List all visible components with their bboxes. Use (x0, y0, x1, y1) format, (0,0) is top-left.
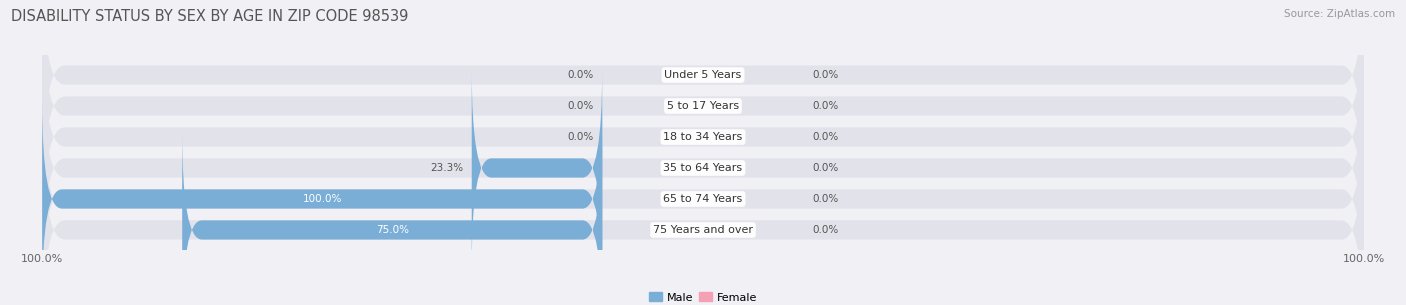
Text: 0.0%: 0.0% (568, 101, 593, 111)
Text: 23.3%: 23.3% (430, 163, 464, 173)
Text: 0.0%: 0.0% (813, 132, 838, 142)
Text: 5 to 17 Years: 5 to 17 Years (666, 101, 740, 111)
Text: 18 to 34 Years: 18 to 34 Years (664, 132, 742, 142)
Text: 0.0%: 0.0% (813, 101, 838, 111)
Text: 0.0%: 0.0% (813, 225, 838, 235)
FancyBboxPatch shape (42, 0, 1364, 189)
Text: 0.0%: 0.0% (813, 70, 838, 80)
Text: 0.0%: 0.0% (813, 194, 838, 204)
Text: 100.0%: 100.0% (302, 194, 342, 204)
FancyBboxPatch shape (42, 0, 1364, 220)
Text: DISABILITY STATUS BY SEX BY AGE IN ZIP CODE 98539: DISABILITY STATUS BY SEX BY AGE IN ZIP C… (11, 9, 409, 24)
FancyBboxPatch shape (42, 23, 1364, 251)
Text: 0.0%: 0.0% (568, 70, 593, 80)
FancyBboxPatch shape (42, 100, 602, 298)
FancyBboxPatch shape (471, 69, 602, 267)
Text: Source: ZipAtlas.com: Source: ZipAtlas.com (1284, 9, 1395, 19)
FancyBboxPatch shape (42, 85, 1364, 305)
Text: 65 to 74 Years: 65 to 74 Years (664, 194, 742, 204)
Text: 0.0%: 0.0% (813, 163, 838, 173)
FancyBboxPatch shape (42, 54, 1364, 282)
Text: Under 5 Years: Under 5 Years (665, 70, 741, 80)
Text: 35 to 64 Years: 35 to 64 Years (664, 163, 742, 173)
FancyBboxPatch shape (42, 116, 1364, 305)
Text: 0.0%: 0.0% (568, 132, 593, 142)
Text: 75.0%: 75.0% (375, 225, 409, 235)
Text: 75 Years and over: 75 Years and over (652, 225, 754, 235)
FancyBboxPatch shape (183, 131, 602, 305)
Legend: Male, Female: Male, Female (644, 288, 762, 305)
